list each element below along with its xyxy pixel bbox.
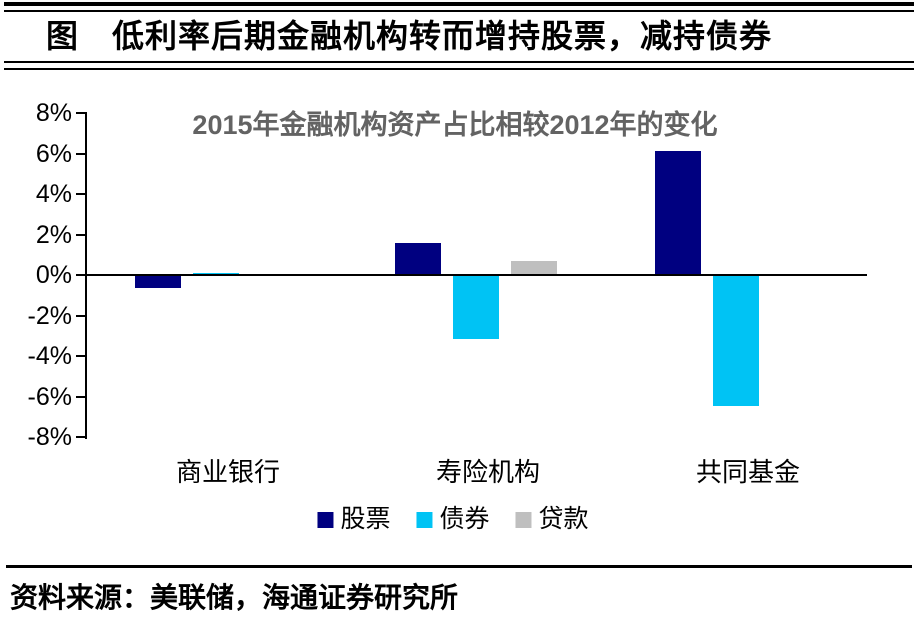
chart-subtitle: 2015年金融机构资产占比相较2012年的变化: [192, 110, 718, 140]
x-category-label: 寿险机构: [435, 458, 540, 487]
y-tick-label: -6%: [27, 382, 72, 411]
y-tick-label: -8%: [27, 423, 72, 451]
bar-债券-寿险机构: [453, 276, 499, 339]
x-category-label: 商业银行: [175, 458, 280, 487]
header-bottom-rule-2: [4, 68, 914, 70]
y-tick-label: 4%: [35, 180, 72, 208]
y-tick-label: 0%: [35, 261, 72, 289]
legend-item-债券: 债券: [416, 506, 490, 534]
y-tick-mark: [76, 233, 85, 236]
header-bottom-rule-1: [4, 61, 914, 63]
y-tick-mark: [76, 314, 85, 317]
legend: 股票 债券 贷款: [317, 506, 589, 534]
y-tick-mark: [76, 436, 85, 438]
legend-label: 债券: [439, 506, 490, 533]
source-note: 资料来源：美联储，海通证券研究所: [10, 583, 459, 614]
bar-股票-寿险机构: [395, 242, 441, 275]
y-tick-mark: [76, 112, 85, 114]
y-tick-mark: [76, 395, 85, 398]
y-tick-label: 6%: [35, 139, 72, 168]
legend-item-股票: 股票: [317, 506, 390, 534]
legend-label: 贷款: [538, 506, 589, 533]
y-tick-label: 2%: [35, 220, 72, 249]
y-tick-mark: [76, 355, 85, 357]
bar-股票-共同基金: [655, 151, 701, 275]
bar-股票-商业银行: [135, 276, 181, 289]
x-category-label: 共同基金: [695, 458, 800, 487]
legend-swatch-icon: [317, 512, 334, 528]
y-tick-label: -2%: [27, 301, 72, 330]
footer-rule: [6, 565, 912, 568]
legend-swatch-icon: [416, 512, 433, 528]
y-tick-mark: [76, 193, 85, 195]
header-top-thin-rule: [4, 10, 914, 12]
legend-item-贷款: 贷款: [515, 506, 589, 534]
y-tick-label: 8%: [35, 99, 72, 127]
legend-swatch-icon: [515, 512, 532, 528]
bar-债券-商业银行: [193, 272, 239, 275]
legend-label: 股票: [340, 506, 391, 533]
bar-贷款-寿险机构: [511, 260, 557, 275]
y-tick-mark: [76, 152, 85, 155]
zero-baseline: [85, 274, 867, 276]
y-tick-mark: [76, 274, 85, 276]
bar-债券-共同基金: [713, 276, 759, 406]
header-top-thick-rule: [4, 2, 914, 6]
figure-title: 图 低利率后期金融机构转而增持股票，减持债券: [46, 18, 773, 54]
y-tick-label: -4%: [27, 342, 72, 370]
